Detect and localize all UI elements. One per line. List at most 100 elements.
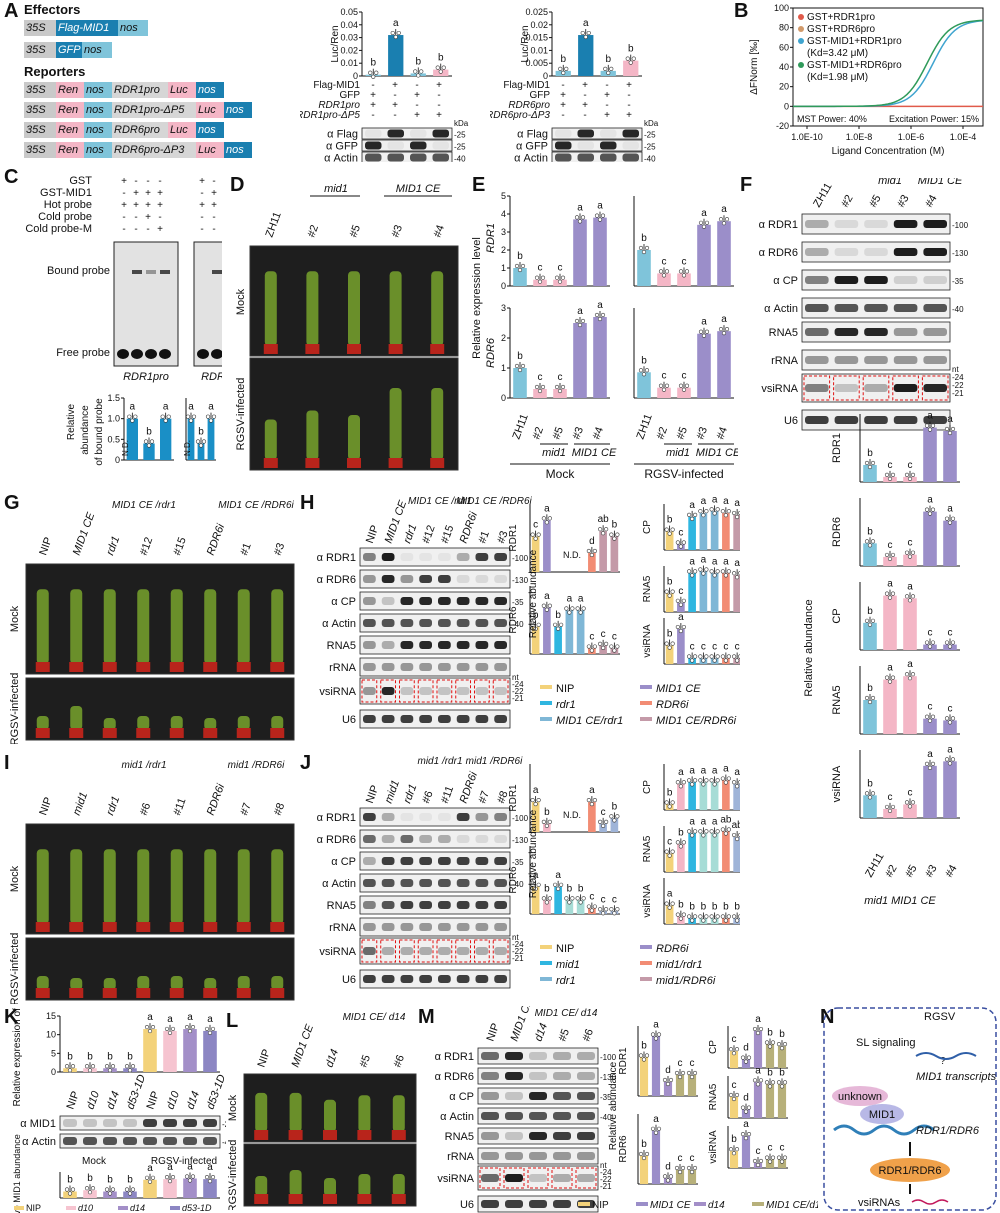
data-point — [554, 275, 560, 280]
data-point — [732, 571, 737, 576]
x-tick-label: 1.0E-8 — [846, 132, 873, 142]
vsirna-chart: abbbbbbb — [663, 878, 740, 925]
rgsv-photo — [25, 937, 295, 1001]
data-point — [667, 593, 672, 598]
bar — [388, 35, 404, 76]
pot — [288, 1194, 303, 1204]
blot-band — [432, 153, 449, 162]
row-label: GST — [69, 175, 92, 187]
bar — [565, 610, 574, 654]
data-point — [930, 761, 936, 766]
dashed-box — [527, 1167, 549, 1189]
plant — [431, 271, 444, 346]
panel-a-chart-rdr6: 00.0050.010.0150.020.025babbLuc/RenFlag-… — [490, 7, 659, 162]
mw-marker: -35 — [512, 598, 524, 607]
data-point — [675, 840, 680, 845]
data-point — [609, 907, 614, 912]
bar — [883, 808, 897, 818]
blot-label: U6 — [460, 1199, 474, 1211]
blot-band — [864, 384, 888, 392]
bar — [657, 387, 671, 398]
promoter-35s: 35S — [24, 142, 56, 158]
data-point — [693, 654, 698, 659]
data-point — [104, 1064, 110, 1069]
data-point — [150, 1024, 156, 1030]
bar — [578, 35, 594, 76]
significance-letter: b — [567, 883, 573, 894]
blot-frame — [359, 709, 511, 729]
sign: + — [604, 90, 610, 101]
sign: - — [605, 100, 608, 111]
data-point — [188, 418, 194, 423]
sign: + — [121, 176, 127, 187]
column-header: NIP — [256, 1048, 274, 1069]
data-point — [732, 654, 737, 659]
blot-band — [505, 1152, 523, 1160]
data-point — [667, 804, 672, 809]
data-point — [693, 914, 698, 919]
data-point — [738, 914, 740, 919]
data-point — [693, 512, 698, 517]
data-point — [536, 882, 541, 887]
bar — [651, 1036, 661, 1096]
blot-band — [577, 153, 594, 162]
y-tick-label: 0.015 — [525, 33, 548, 43]
bar — [203, 1179, 217, 1198]
bar — [688, 573, 696, 612]
sign: + — [414, 110, 420, 121]
blot-band — [456, 857, 470, 865]
blot-band — [555, 129, 572, 138]
nt-marker: -21 — [952, 389, 964, 398]
blot-band — [419, 901, 432, 909]
data-point — [674, 1070, 680, 1076]
blot-label: α RDR1 — [317, 812, 356, 824]
chart-name: RDR1 — [508, 524, 519, 552]
data-point — [514, 263, 520, 269]
plant — [36, 849, 49, 924]
condition-label: RGSV-infected — [151, 1156, 217, 1167]
data-point — [738, 510, 740, 516]
bar — [699, 571, 708, 612]
column-header: MID1 CE — [290, 1022, 317, 1069]
significance-letter: c — [690, 641, 695, 652]
y-axis-label: Relative expression level — [471, 237, 483, 359]
data-point — [681, 598, 686, 603]
significance-letter: c — [723, 641, 728, 652]
blot-band — [494, 813, 507, 821]
data-point — [712, 658, 717, 663]
blot-band — [529, 1052, 547, 1060]
data-point — [170, 1175, 176, 1180]
blot-band — [481, 1152, 499, 1160]
renilla: Ren — [56, 122, 84, 138]
blot-row: α RDR6 -130 — [435, 1067, 617, 1085]
blot-frame — [359, 873, 511, 893]
data-point — [681, 273, 687, 278]
column-header: MID1 CE — [71, 510, 98, 557]
data-point — [190, 1024, 196, 1030]
significance-letter: d — [665, 1065, 671, 1076]
blot-row: α CP -35 — [449, 1087, 612, 1105]
blot-label: α CP — [331, 596, 356, 608]
column-header: #5 — [358, 1053, 373, 1069]
sign: - — [134, 212, 137, 223]
pot — [270, 728, 285, 738]
data-point — [558, 66, 563, 71]
data-point — [667, 905, 672, 910]
significance-letter: b — [544, 807, 550, 818]
sign: - — [561, 110, 564, 121]
data-point — [731, 1051, 737, 1056]
data-point — [149, 439, 155, 444]
blot-band — [419, 619, 432, 627]
sign: + — [626, 80, 632, 91]
data-point — [653, 1130, 659, 1135]
group-label: mid1 — [666, 447, 690, 459]
data-point — [677, 1169, 683, 1175]
blot-band — [438, 619, 451, 627]
significance-letter: a — [689, 765, 695, 776]
data-point — [907, 476, 913, 482]
data-point — [726, 569, 731, 574]
significance-letter: a — [907, 659, 913, 670]
data-point — [615, 532, 620, 537]
row-label: RGSV-infected — [9, 933, 21, 1004]
group-label: MID1 CE/ d14 — [535, 1008, 598, 1019]
